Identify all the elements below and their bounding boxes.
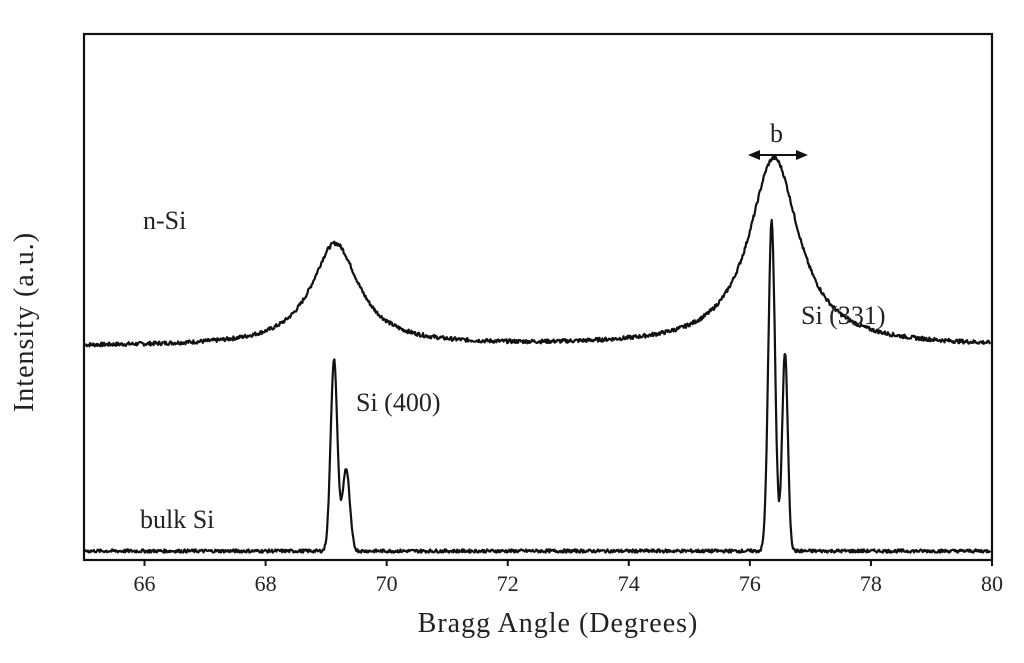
label-bulk-si: bulk Si [140, 505, 214, 534]
x-tick-label: 68 [255, 571, 277, 596]
n-si-curve [84, 155, 992, 348]
label-n-si: n-Si [143, 206, 186, 235]
label-si-331: Si (331) [801, 301, 886, 330]
x-tick-label: 78 [860, 571, 882, 596]
x-tick-label: 72 [497, 571, 519, 596]
x-tick-label: 76 [739, 571, 761, 596]
x-tick-label: 66 [134, 571, 156, 596]
x-axis-ticks [143, 560, 993, 566]
fwhm-arrow-icon [748, 150, 808, 160]
x-tick-label: 74 [618, 571, 640, 596]
bulk-si-curve [84, 218, 992, 554]
x-tick-label: 70 [376, 571, 398, 596]
label-fwhm-b: b [770, 119, 783, 148]
label-si-400: Si (400) [356, 388, 441, 417]
x-tick-label: 80 [981, 571, 1003, 596]
x-axis-title: Bragg Angle (Degrees) [418, 608, 699, 639]
x-axis-tick-labels: 66 68 70 72 74 76 78 80 [134, 571, 1003, 596]
y-axis-title: Intensity (a.u.) [9, 232, 40, 412]
plot-frame [82, 32, 994, 562]
